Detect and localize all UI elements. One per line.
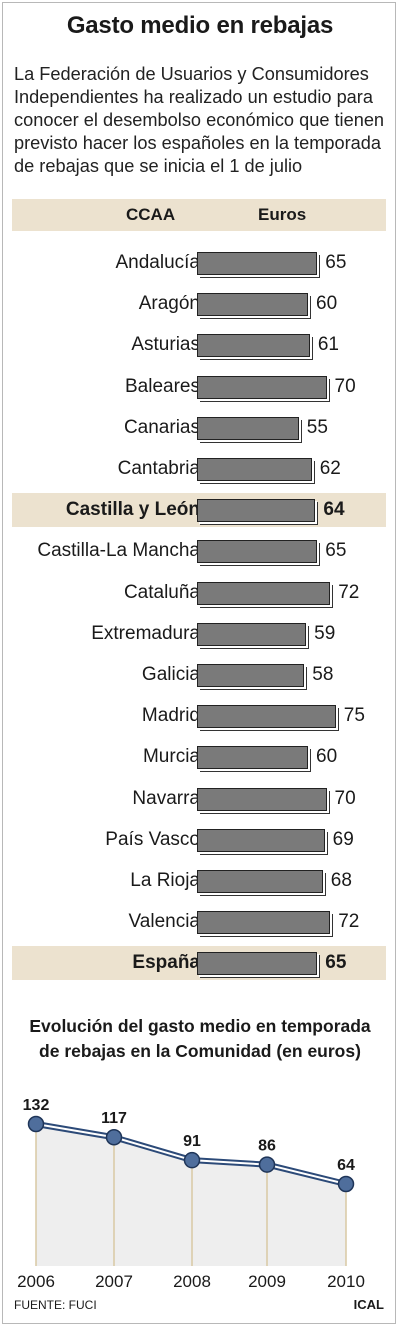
category-label: Canarias bbox=[123, 416, 200, 438]
bar bbox=[197, 334, 310, 358]
value-label: 69 bbox=[332, 828, 354, 850]
category-label: Aragón bbox=[138, 293, 200, 315]
data-label: 86 bbox=[258, 1138, 276, 1155]
category-label: País Vasco bbox=[105, 828, 200, 850]
category-label: Cataluña bbox=[123, 581, 200, 603]
header-euros: Euros bbox=[258, 205, 307, 224]
bar-row: España 65 bbox=[12, 946, 386, 981]
bar-row: Cataluña 72 bbox=[12, 576, 386, 610]
data-point bbox=[258, 1156, 276, 1173]
data-label: 117 bbox=[101, 1110, 127, 1127]
line-chart-title: Evolución del gasto medio en temporada de… bbox=[0, 1014, 400, 1064]
value-label: 55 bbox=[306, 416, 328, 438]
bar bbox=[197, 581, 331, 605]
bar bbox=[197, 293, 308, 317]
x-tick-label: 2008 bbox=[173, 1272, 211, 1290]
bar-row: Andalucía 65 bbox=[12, 246, 386, 280]
bar bbox=[197, 952, 318, 976]
bar bbox=[197, 416, 299, 440]
bar-row: La Rioja 68 bbox=[12, 864, 386, 898]
bar-row: Castilla-La Mancha 65 bbox=[12, 534, 386, 568]
bar-row: Navarra 70 bbox=[12, 782, 386, 816]
value-label: 62 bbox=[319, 458, 341, 479]
value-label: 68 bbox=[330, 870, 352, 891]
x-tick-label: 2007 bbox=[95, 1272, 133, 1290]
value-label: 65 bbox=[325, 540, 347, 562]
x-tick-label: 2009 bbox=[248, 1272, 286, 1290]
bar-row: Cantabria 62 bbox=[12, 452, 386, 486]
bar bbox=[197, 787, 327, 811]
header-ccaa: CCAA bbox=[126, 205, 176, 224]
bar-row: Castilla y León 64 bbox=[12, 493, 386, 528]
category-label: Baleares bbox=[125, 375, 200, 397]
line-chart-title-line: de rebajas en la Comunidad (en euros) bbox=[39, 1041, 361, 1061]
value-label: 72 bbox=[338, 911, 360, 933]
bar bbox=[197, 458, 312, 481]
value-label: 70 bbox=[334, 375, 356, 397]
table-header: CCAA Euros bbox=[12, 199, 386, 231]
category-label: Andalucía bbox=[115, 252, 200, 273]
data-point bbox=[105, 1128, 123, 1146]
bar-row: Baleares 70 bbox=[12, 370, 386, 404]
category-label: Cantabria bbox=[117, 458, 200, 479]
line-chart: 132 2006 117 2007 91 2008 86 2009 64 2010 bbox=[17, 1097, 365, 1290]
category-label: Castilla y León bbox=[65, 499, 200, 521]
data-point bbox=[337, 1175, 355, 1193]
value-label: 75 bbox=[343, 705, 365, 727]
bar bbox=[197, 252, 318, 275]
data-label: 132 bbox=[23, 1097, 50, 1114]
category-label: Galicia bbox=[141, 664, 200, 685]
x-tick-label: 2006 bbox=[17, 1272, 55, 1290]
category-label: Extremadura bbox=[91, 622, 200, 644]
category-label: La Rioja bbox=[130, 870, 200, 891]
bar-row: Aragón 60 bbox=[12, 287, 386, 321]
category-label: España bbox=[132, 952, 200, 974]
value-label: 58 bbox=[312, 664, 334, 685]
bar bbox=[197, 911, 331, 935]
bar bbox=[197, 664, 305, 687]
bar-row: Galicia 58 bbox=[12, 658, 386, 692]
bar bbox=[197, 828, 325, 852]
line-chart-title-line: Evolución del gasto medio en temporada bbox=[29, 1016, 371, 1036]
bar-row: Asturias 61 bbox=[12, 328, 386, 362]
source-label: FUENTE: FUCI bbox=[14, 1298, 97, 1312]
bar-row: Canarias 55 bbox=[12, 411, 386, 445]
bar bbox=[197, 705, 336, 729]
bar bbox=[197, 870, 323, 893]
value-label: 60 bbox=[316, 293, 338, 315]
intro-text: La Federación de Usuarios y Consumidores… bbox=[14, 64, 385, 176]
chart-title: Gasto medio en rebajas bbox=[66, 12, 334, 39]
bar-row: Extremadura 59 bbox=[12, 617, 386, 651]
category-label: Asturias bbox=[131, 334, 200, 356]
value-label: 64 bbox=[323, 499, 345, 521]
bar bbox=[197, 499, 316, 523]
value-label: 65 bbox=[325, 952, 347, 974]
value-label: 70 bbox=[334, 787, 356, 809]
bar bbox=[197, 746, 308, 770]
value-label: 60 bbox=[316, 746, 338, 768]
bar bbox=[197, 622, 307, 646]
category-label: Valencia bbox=[128, 911, 200, 933]
category-label: Murcia bbox=[142, 746, 200, 768]
bar bbox=[197, 375, 327, 399]
data-point bbox=[27, 1115, 45, 1133]
bar-row: Madrid 75 bbox=[12, 699, 386, 733]
x-tick-label: 2010 bbox=[327, 1272, 365, 1290]
data-label: 91 bbox=[183, 1133, 201, 1150]
category-label: Castilla-La Mancha bbox=[37, 540, 200, 562]
value-label: 65 bbox=[325, 252, 347, 273]
bar-row: Murcia 60 bbox=[12, 740, 386, 774]
bar bbox=[197, 540, 318, 564]
value-label: 72 bbox=[338, 581, 360, 603]
data-label: 64 bbox=[337, 1157, 355, 1174]
agency-label: ICAL bbox=[353, 1297, 384, 1312]
value-label: 61 bbox=[317, 334, 339, 356]
bar-row: País Vasco 69 bbox=[12, 823, 386, 857]
data-point bbox=[183, 1151, 201, 1169]
category-label: Navarra bbox=[132, 787, 200, 809]
category-label: Madrid bbox=[141, 705, 200, 727]
bar-row: Valencia 72 bbox=[12, 905, 386, 939]
value-label: 59 bbox=[314, 622, 336, 644]
